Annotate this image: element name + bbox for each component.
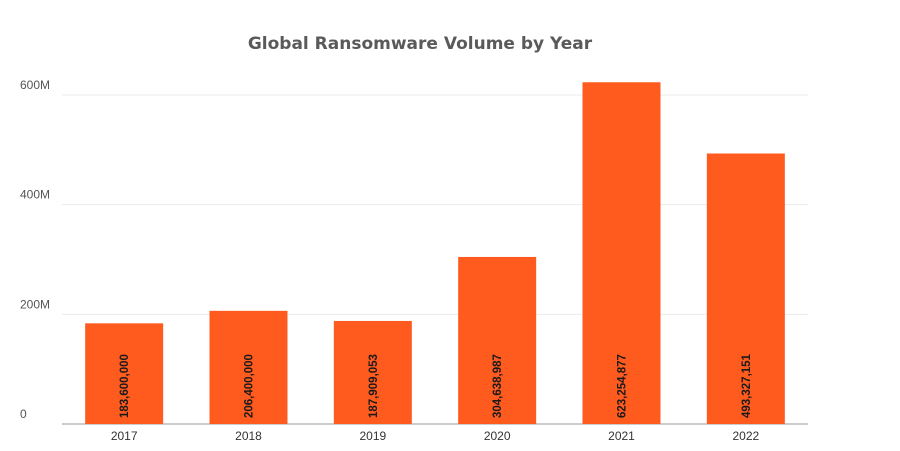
bar xyxy=(333,320,412,424)
bar xyxy=(706,153,785,424)
x-tick-label: 2020 xyxy=(484,429,511,443)
y-tick-label: 200M xyxy=(20,297,50,311)
data-label: 187,909,053 xyxy=(368,354,380,418)
bar xyxy=(209,310,288,424)
y-tick-label: 400M xyxy=(20,188,50,202)
y-tick-label: 600M xyxy=(20,78,50,92)
data-label: 493,327,151 xyxy=(741,353,753,418)
bar xyxy=(582,82,661,425)
data-label: 206,400,000 xyxy=(244,354,256,418)
data-label: 304,638,987 xyxy=(492,354,504,418)
x-tick-label: 2019 xyxy=(359,429,386,443)
bar xyxy=(458,256,537,424)
x-tick-label: 2018 xyxy=(235,429,262,443)
data-label: 623,254,877 xyxy=(617,354,629,418)
data-label: 183,600,000 xyxy=(119,354,131,418)
y-tick-label: 0 xyxy=(20,407,27,421)
bar xyxy=(85,323,164,424)
chart-title: Global Ransomware Volume by Year xyxy=(247,34,593,54)
x-tick-label: 2022 xyxy=(732,429,759,443)
x-tick-label: 2021 xyxy=(608,429,635,443)
x-tick-label: 2017 xyxy=(111,429,138,443)
